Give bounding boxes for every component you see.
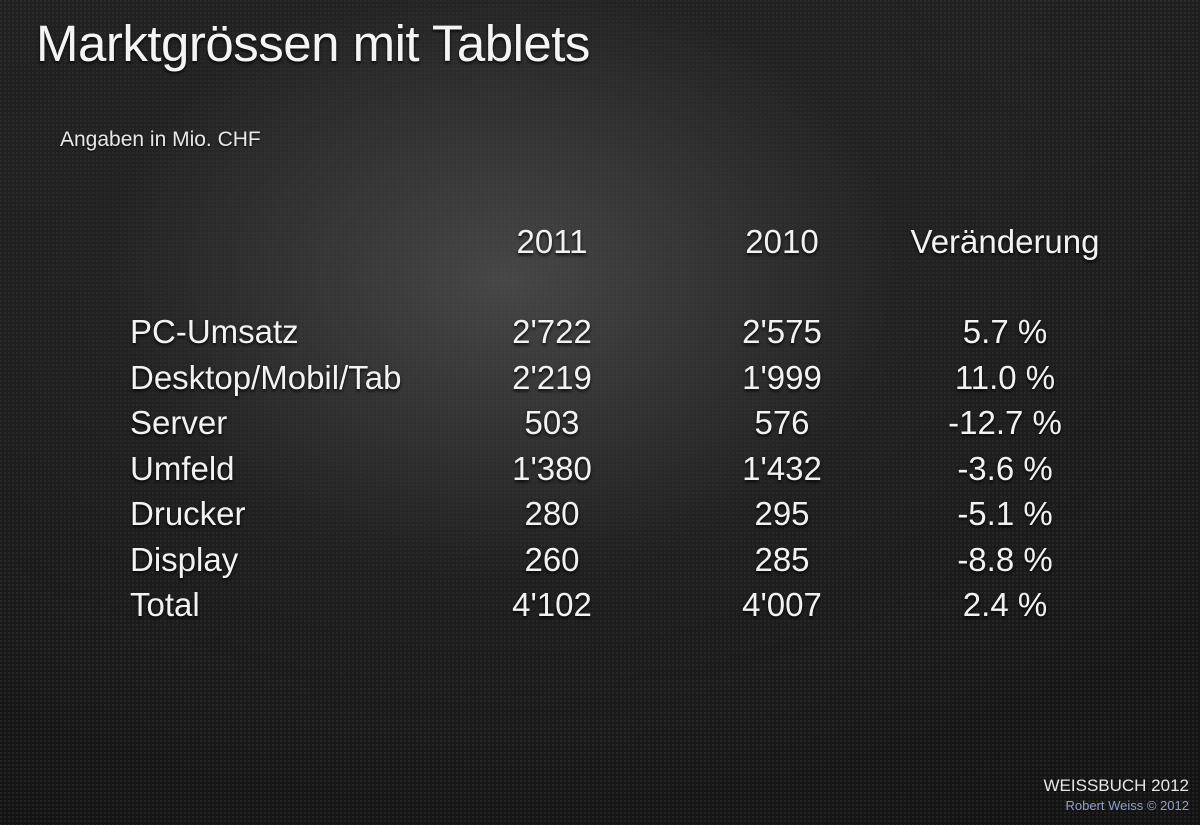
row-label: Server bbox=[130, 404, 228, 441]
row-label: Umfeld bbox=[130, 449, 235, 487]
cell-2010: 4'007 bbox=[742, 586, 822, 623]
cell-change: 5.7 % bbox=[962, 313, 1048, 350]
cell-2011: 1'380 bbox=[512, 449, 592, 487]
row-label: Display bbox=[130, 540, 239, 578]
cell-change: -8.8 % bbox=[957, 540, 1053, 578]
page-title: Marktgrössen mit Tablets bbox=[36, 15, 590, 72]
row-label: PC-Umsatz bbox=[130, 313, 299, 350]
row-label: Drucker bbox=[130, 495, 246, 532]
column-header-2010: 2010 bbox=[745, 223, 819, 260]
column-header-2011: 2011 bbox=[516, 223, 588, 260]
cell-2011: 4'102 bbox=[512, 586, 592, 623]
footer-copyright: Robert Weiss © 2012 bbox=[1065, 798, 1189, 813]
cell-2011: 2'219 bbox=[512, 358, 592, 396]
cell-change: -12.7 % bbox=[948, 404, 1062, 441]
cell-2011: 503 bbox=[524, 404, 580, 441]
cell-2011: 280 bbox=[524, 495, 580, 532]
cell-2010: 295 bbox=[754, 495, 810, 532]
cell-change: 2.4 % bbox=[962, 586, 1048, 623]
cell-2011: 2'722 bbox=[512, 313, 592, 350]
cell-2010: 2'575 bbox=[742, 313, 822, 350]
cell-2010: 1'999 bbox=[742, 358, 822, 396]
cell-change: 11.0 % bbox=[954, 358, 1056, 396]
row-label: Total bbox=[130, 586, 200, 623]
row-label: Desktop/Mobil/Tab bbox=[130, 358, 402, 396]
column-header-change: Veränderung bbox=[910, 223, 1100, 260]
unit-subtitle: Angaben in Mio. CHF bbox=[60, 128, 261, 151]
cell-change: -5.1 % bbox=[957, 495, 1053, 532]
footer-brand: WEISSBUCH 2012 bbox=[1043, 776, 1190, 795]
cell-2011: 260 bbox=[524, 540, 580, 578]
cell-2010: 285 bbox=[754, 540, 810, 578]
cell-change: -3.6 % bbox=[957, 449, 1053, 487]
cell-2010: 576 bbox=[754, 404, 810, 441]
cell-2010: 1'432 bbox=[742, 449, 822, 487]
